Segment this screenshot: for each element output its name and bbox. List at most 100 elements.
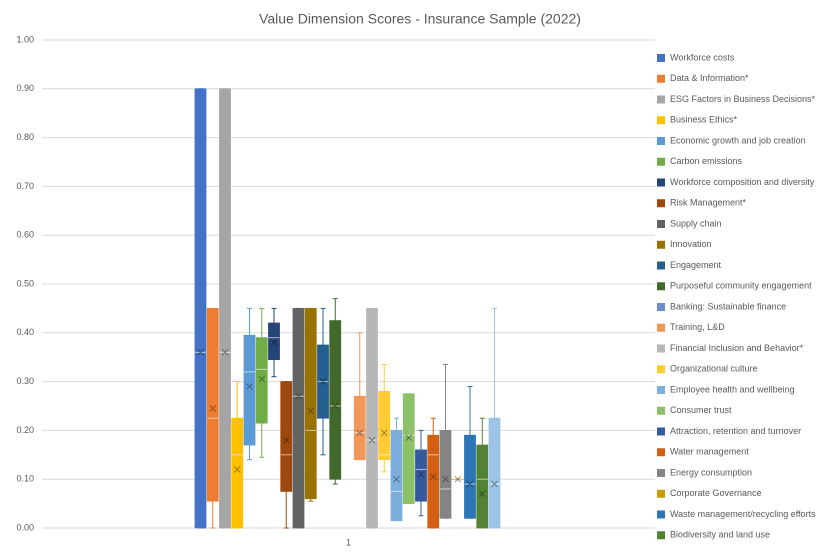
box (206, 307, 219, 502)
mean-marker (491, 480, 498, 488)
legend-label: Data & Information* (670, 73, 749, 83)
legend-label: Biodiversity and land use (670, 530, 770, 540)
box (439, 429, 452, 519)
legend-swatch (657, 448, 665, 457)
y-tick-label: 0.70 (16, 181, 34, 191)
legend-swatch (657, 531, 665, 540)
mean-marker (209, 405, 217, 412)
box (427, 434, 440, 529)
legend-swatch (657, 74, 665, 83)
mean-marker (466, 480, 474, 488)
box (464, 434, 476, 519)
legend-swatch (657, 344, 665, 353)
box (268, 322, 280, 361)
mean-marker (282, 436, 290, 444)
legend-swatch (657, 427, 665, 436)
box (255, 337, 268, 424)
mean-marker (331, 402, 339, 410)
mean-marker (197, 349, 204, 356)
legend-label: Workforce composition and diversity (670, 177, 815, 187)
legend-label: Supply chain (670, 218, 722, 228)
legend-swatch (657, 95, 665, 104)
legend-swatch (657, 469, 665, 477)
legend-label: Waste management/recycling efforts (670, 509, 816, 519)
legend-swatch (657, 261, 665, 270)
legend-label: Business Ethics* (670, 115, 738, 125)
legend-swatch (657, 406, 665, 415)
mean-marker (380, 429, 388, 437)
legend-swatch (657, 323, 665, 332)
legend-label: Employee health and wellbeing (670, 384, 795, 394)
box (280, 381, 293, 492)
legend-swatch (657, 220, 665, 228)
legend-label: Purposeful community engagement (670, 281, 812, 291)
box (366, 307, 378, 529)
box (292, 307, 305, 529)
y-tick-label: 0.10 (16, 474, 34, 484)
y-tick-label: 0.40 (16, 327, 34, 337)
legend-swatch (657, 54, 665, 62)
mean-marker (295, 392, 302, 400)
mean-marker (393, 475, 400, 483)
box (415, 449, 427, 502)
legend-label: Banking: Sustainable finance (670, 301, 786, 311)
mean-marker (442, 475, 449, 483)
legend-label: Energy consumption (670, 467, 752, 477)
y-tick-label: 1.00 (16, 34, 34, 44)
y-tick-label: 0.50 (16, 278, 34, 288)
legend-label: Corporate Governance (670, 488, 762, 498)
legend-label: Financial Inclusion and Behavior* (670, 343, 804, 353)
mean-marker (246, 383, 253, 390)
mean-marker (478, 490, 486, 498)
legend-swatch (657, 489, 665, 498)
legend-label: Consumer trust (670, 405, 732, 415)
legend-label: Economic growth and job creation (670, 135, 806, 145)
box (390, 429, 403, 522)
legend-label: Engagement (670, 260, 722, 270)
legend-swatch (657, 199, 665, 208)
chart-title: Value Dimension Scores - Insurance Sampl… (259, 11, 581, 27)
legend-label: Risk Management* (670, 198, 747, 208)
legend-label: Attraction, retention and turnover (670, 426, 801, 436)
mean-marker (270, 339, 278, 346)
box (488, 417, 501, 529)
mean-marker (417, 471, 425, 478)
mean-marker (454, 475, 462, 483)
mean-marker (356, 429, 364, 437)
box (476, 444, 489, 529)
mean-marker (307, 407, 315, 415)
legend-label: Workforce costs (670, 52, 735, 62)
box (194, 88, 207, 529)
legend-swatch (657, 137, 665, 145)
legend-swatch (657, 240, 665, 249)
box (329, 320, 342, 480)
box (304, 307, 317, 500)
legend-label: Organizational culture (670, 364, 758, 374)
mean-marker (405, 434, 413, 442)
y-tick-label: 0.30 (16, 376, 34, 386)
y-tick-label: 0.60 (16, 230, 34, 240)
legend-swatch (657, 365, 665, 374)
legend-swatch (657, 157, 665, 166)
legend-label: ESG Factors in Business Decisions* (670, 94, 816, 104)
box (219, 88, 231, 529)
legend-label: Water management (670, 447, 749, 457)
mean-marker (319, 378, 327, 385)
legend-swatch (657, 510, 665, 519)
legend-swatch (657, 116, 665, 125)
legend-label: Innovation (670, 239, 712, 249)
legend-swatch (657, 282, 665, 291)
x-tick-label: 1 (346, 537, 351, 547)
box (378, 390, 391, 461)
legend-swatch (657, 178, 665, 187)
y-tick-label: 0.80 (16, 132, 34, 142)
mean-marker (258, 375, 266, 383)
legend-label: Carbon emissions (670, 156, 743, 166)
y-tick-label: 0.90 (16, 83, 34, 93)
box (353, 395, 366, 461)
box (243, 334, 256, 446)
mean-marker (368, 436, 376, 444)
mean-marker (221, 349, 229, 356)
box (402, 393, 415, 504)
